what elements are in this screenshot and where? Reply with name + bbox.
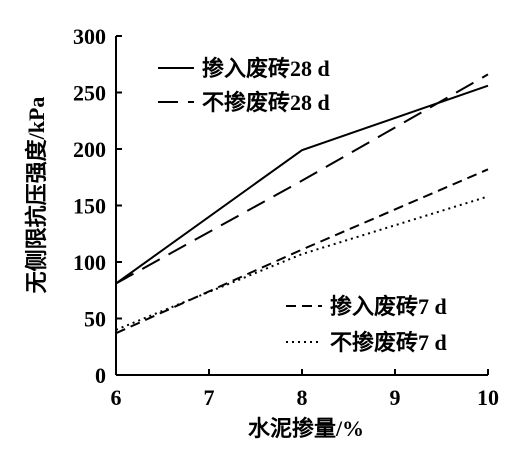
- x-tick-label: 7: [204, 385, 215, 410]
- series-lines: [115, 73, 489, 335]
- y-tick-label: 250: [73, 81, 106, 106]
- y-tick-label: 200: [73, 137, 106, 162]
- axes: [115, 36, 488, 376]
- y-tick-label: 100: [73, 250, 106, 275]
- legend-label-3: 掺入废砖7 d: [330, 294, 447, 319]
- y-tick-label: 150: [73, 194, 106, 219]
- y-tick-label: 50: [84, 307, 106, 332]
- legend: 掺入废砖28 d 不掺废砖28 d 掺入废砖7 d 不掺废砖7 d: [158, 56, 447, 355]
- y-tick-label: 0: [95, 363, 106, 388]
- y-tick-label: 300: [73, 24, 106, 49]
- legend-label-1: 掺入废砖28 d: [202, 56, 330, 81]
- series-line-4: [115, 195, 489, 331]
- x-tick-label: 6: [111, 385, 122, 410]
- x-tick-label: 8: [297, 385, 308, 410]
- series-line-1: [115, 84, 489, 285]
- x-tick-label: 9: [390, 385, 401, 410]
- y-axis-title: 无侧限抗压强度/kPa: [24, 97, 49, 294]
- ticks: 0 50 100 150 200 250 300 6 7 8 9 10: [73, 24, 499, 410]
- legend-label-4: 不掺废砖7 d: [330, 330, 447, 355]
- x-axis-title: 水泥掺量/%: [248, 416, 364, 441]
- x-tick-label: 10: [477, 385, 499, 410]
- series-line-2: [115, 73, 489, 285]
- legend-label-2: 不掺废砖28 d: [202, 90, 330, 115]
